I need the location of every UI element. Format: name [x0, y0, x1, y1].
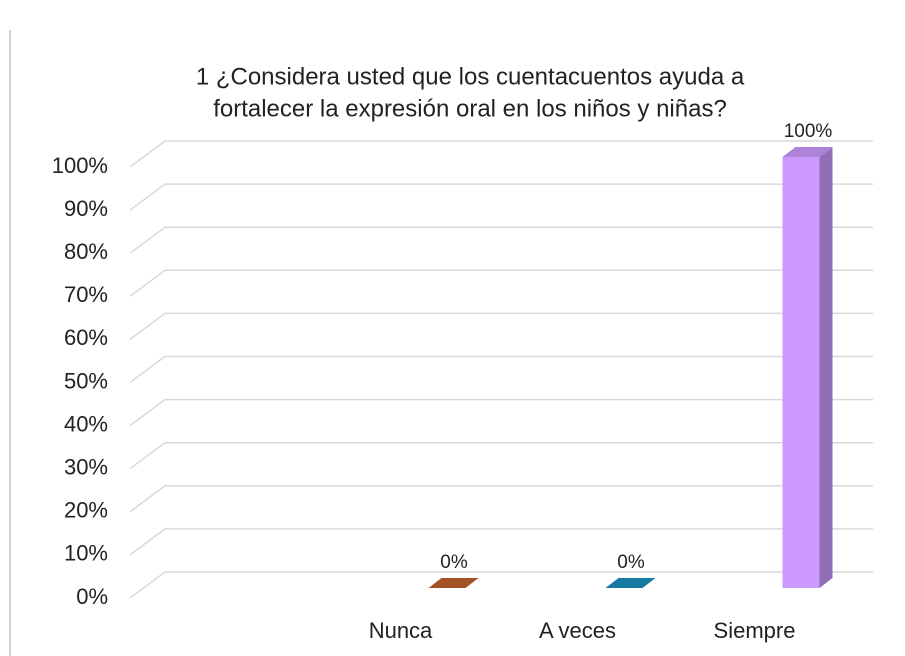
grid-line — [129, 571, 873, 599]
bar-side — [819, 147, 833, 588]
x-tick-label: A veces — [539, 618, 616, 643]
grid-line — [129, 528, 873, 556]
grid-line — [129, 226, 873, 254]
bar — [605, 578, 656, 588]
grid-line — [129, 140, 873, 168]
grid-line — [129, 398, 873, 427]
grid-line — [129, 441, 873, 470]
bar-top — [428, 578, 479, 588]
y-tick-label: 30% — [64, 455, 108, 480]
y-tick-label: 10% — [64, 541, 108, 566]
chart-title: fortalecer la expresión oral en los niño… — [213, 95, 727, 122]
grid-line — [129, 183, 873, 211]
y-tick-label: 90% — [64, 196, 108, 221]
value-label: 0% — [440, 552, 468, 573]
y-tick-label: 100% — [52, 153, 108, 178]
value-label: 0% — [617, 552, 645, 573]
value-label: 100% — [784, 121, 833, 142]
grid-line — [129, 355, 873, 384]
bar — [428, 578, 479, 588]
grid-line — [129, 312, 873, 341]
y-tick-label: 40% — [64, 411, 108, 436]
y-tick-label: 60% — [64, 325, 108, 350]
bar-front — [782, 157, 820, 588]
bar-top — [782, 147, 833, 157]
grid-line — [129, 269, 873, 297]
y-tick-label: 70% — [64, 282, 108, 307]
y-tick-label: 0% — [76, 584, 108, 609]
x-tick-label: Nunca — [369, 618, 433, 643]
y-tick-label: 80% — [64, 239, 108, 264]
y-tick-label: 20% — [64, 498, 108, 523]
bar-top — [605, 578, 656, 588]
y-tick-label: 50% — [64, 368, 108, 393]
bar — [782, 147, 833, 588]
grid-line — [129, 485, 873, 513]
x-tick-label: Siempre — [714, 618, 796, 643]
chart-title: 1 ¿Considera usted que los cuentacuentos… — [196, 63, 745, 90]
